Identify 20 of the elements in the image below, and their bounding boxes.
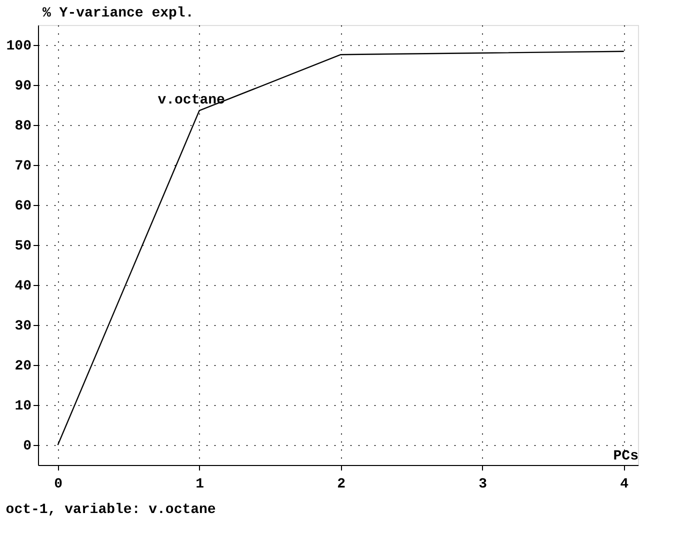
y-tick-label: 70 bbox=[14, 158, 32, 174]
y-tick-label: 60 bbox=[14, 198, 32, 214]
x-tick-label: 4 bbox=[620, 476, 629, 492]
y-axis-title: % Y-variance expl. bbox=[42, 6, 194, 22]
x-tick-label: 3 bbox=[478, 476, 488, 492]
x-tick-label: 0 bbox=[54, 476, 63, 492]
y-tick-label: 0 bbox=[23, 438, 32, 454]
x-tick-label: 2 bbox=[337, 476, 346, 492]
x-tick-label: 1 bbox=[196, 476, 204, 492]
y-tick-label: 50 bbox=[14, 238, 32, 254]
y-tick-label: 20 bbox=[14, 358, 32, 374]
annotation: v.octane bbox=[158, 92, 225, 109]
y-tick-label: 10 bbox=[14, 398, 32, 414]
y-tick-label: 40 bbox=[14, 278, 32, 294]
y-tick-label: 80 bbox=[14, 118, 32, 134]
text: oct-1, variable: v.octane bbox=[6, 502, 216, 518]
y-tick-label: 100 bbox=[6, 38, 32, 54]
y-tick-label: 90 bbox=[14, 78, 32, 94]
x-axis-title: PCs bbox=[613, 448, 638, 464]
y-tick-label: 30 bbox=[14, 318, 32, 334]
